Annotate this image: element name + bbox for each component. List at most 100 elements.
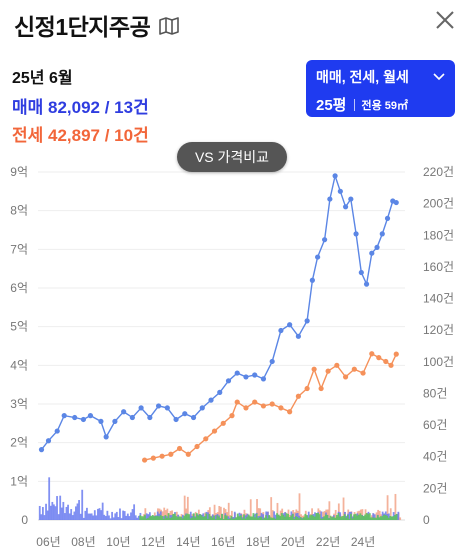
- volume-bar-sale: [100, 510, 102, 520]
- jeonse-price-point: [311, 366, 317, 372]
- sale-price-point: [208, 397, 214, 403]
- volume-bar-wolse: [353, 514, 355, 520]
- jeonse-price-point: [168, 451, 174, 457]
- volume-bar-wolse: [287, 513, 289, 520]
- volume-bar-sale: [293, 516, 296, 520]
- x-tick-label: 22년: [316, 535, 340, 549]
- volume-bar-wolse: [323, 516, 326, 520]
- sale-price-point: [234, 370, 240, 376]
- volume-bar-sale: [145, 513, 148, 520]
- volume-bar-wolse: [158, 516, 160, 520]
- volume-bar-sale: [284, 512, 287, 520]
- volume-bar-sale: [89, 513, 91, 520]
- volume-bar-wolse: [370, 517, 373, 520]
- volume-bar-sale: [233, 511, 236, 520]
- volume-bar-sale: [307, 511, 310, 520]
- volume-bar-wolse: [291, 513, 294, 520]
- jeonse-price-point: [211, 428, 218, 434]
- vs-compare-button[interactable]: VS 가격비교: [177, 142, 287, 172]
- volume-bar-wolse: [340, 516, 343, 520]
- volume-bar-wolse: [254, 517, 256, 520]
- volume-bar-jeonse: [144, 508, 147, 520]
- sale-price-point: [98, 418, 104, 424]
- volume-bar-jeonse: [256, 499, 258, 520]
- volume-bar-wolse: [210, 516, 212, 520]
- volume-bar-wolse: [183, 515, 186, 520]
- volume-bar-sale: [62, 501, 65, 520]
- sale-price-point: [164, 405, 170, 411]
- volume-bar-wolse: [255, 513, 258, 520]
- volume-bar-wolse: [172, 513, 175, 520]
- volume-bar-wolse: [394, 515, 396, 520]
- volume-bar-wolse: [208, 514, 211, 520]
- volume-bar-wolse: [221, 513, 223, 520]
- volume-bar-sale: [97, 508, 99, 520]
- volume-bar-sale: [117, 517, 120, 520]
- volume-bar-wolse: [364, 514, 367, 520]
- volume-bar-sale: [43, 515, 46, 520]
- volume-bar-wolse: [328, 518, 330, 520]
- volume-bar-wolse: [236, 513, 239, 520]
- sale-price-point: [309, 277, 315, 283]
- volume-bar-sale: [79, 513, 82, 520]
- volume-bar-wolse: [265, 515, 267, 520]
- volume-bar-sale: [392, 512, 395, 520]
- period-label: 25년 6월: [12, 70, 73, 87]
- volume-bar-jeonse: [219, 506, 222, 520]
- y-left-tick-label: 8억: [10, 204, 28, 218]
- volume-bar-wolse: [202, 516, 204, 520]
- y-right-tick-label: 80건: [423, 386, 447, 400]
- volume-bar-jeonse: [259, 508, 262, 520]
- y-left-tick-label: 5억: [10, 320, 28, 334]
- volume-bar-wolse: [142, 516, 145, 520]
- volume-bar-wolse: [199, 513, 201, 520]
- volume-bar-sale: [71, 515, 74, 520]
- sale-price-point: [278, 327, 284, 334]
- volume-bar-jeonse: [394, 493, 397, 520]
- volume-bar-sale: [109, 518, 112, 520]
- volume-bar-jeonse: [389, 508, 392, 520]
- volume-bar-jeonse: [323, 511, 326, 520]
- volume-bar-wolse: [197, 515, 200, 520]
- volume-bar-wolse: [324, 514, 327, 520]
- volume-bar-sale: [82, 517, 85, 520]
- volume-bar-sale: [67, 504, 69, 520]
- volume-bar-wolse: [365, 513, 368, 520]
- jeonse-price-point: [159, 453, 165, 459]
- sale-price-point: [103, 434, 109, 440]
- volume-bar-wolse: [214, 519, 217, 520]
- pyeong-label: 25평: [316, 97, 347, 114]
- transaction-type-selector[interactable]: 매매, 전세, 월세 25평 전용 59㎡: [306, 60, 455, 117]
- volume-bar-sale: [95, 515, 98, 520]
- sale-price-point: [72, 414, 78, 421]
- volume-bar-wolse: [321, 518, 324, 520]
- y-left-tick-label: 2억: [10, 436, 28, 450]
- volume-bar-wolse: [164, 515, 167, 520]
- jeonse-price-point: [234, 399, 240, 405]
- close-icon[interactable]: [433, 8, 457, 32]
- volume-bar-wolse: [140, 516, 143, 520]
- volume-bar-wolse: [378, 517, 381, 520]
- sale-price-point: [45, 438, 52, 444]
- sale-price-point: [269, 358, 275, 365]
- volume-bar-wolse: [296, 516, 299, 520]
- volume-bar-sale: [262, 514, 264, 520]
- jeonse-price-point: [185, 451, 191, 457]
- volume-bar-wolse: [390, 516, 393, 520]
- volume-bar-sale: [68, 513, 71, 520]
- volume-bar-sale: [73, 511, 76, 520]
- volume-bar-sale: [112, 517, 115, 520]
- volume-bar-wolse: [351, 518, 354, 520]
- x-tick-label: 14년: [176, 535, 200, 549]
- volume-bar-sale: [372, 513, 375, 520]
- volume-bar-jeonse: [342, 497, 345, 520]
- sale-price-point: [87, 413, 94, 419]
- volume-bar-wolse: [230, 515, 233, 520]
- volume-bar-wolse: [367, 514, 370, 520]
- sale-price-point: [138, 405, 144, 411]
- jeonse-price-point: [287, 409, 293, 415]
- volume-bar-sale: [207, 512, 209, 520]
- volume-bar-wolse: [166, 517, 168, 520]
- sale-price-point: [348, 196, 354, 202]
- map-book-icon[interactable]: [158, 16, 180, 36]
